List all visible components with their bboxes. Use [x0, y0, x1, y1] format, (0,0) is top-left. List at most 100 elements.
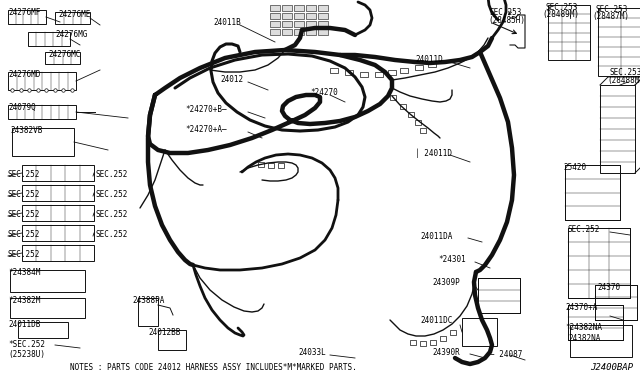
Bar: [10, 298, 85, 318]
Bar: [318, 5, 328, 11]
Text: 24276MC: 24276MC: [48, 50, 81, 59]
Text: (25238U): (25238U): [8, 350, 45, 359]
Bar: [595, 285, 637, 320]
Text: SEC.252: SEC.252: [95, 210, 127, 219]
Text: SEC.252: SEC.252: [8, 190, 40, 199]
Text: SEC.252: SEC.252: [95, 190, 127, 199]
Bar: [428, 62, 436, 67]
Bar: [568, 305, 623, 340]
Text: 24012BB: 24012BB: [148, 328, 180, 337]
Text: (28487M): (28487M): [592, 12, 629, 21]
Bar: [270, 5, 280, 11]
Text: SEC.252: SEC.252: [8, 210, 40, 219]
Bar: [28, 32, 70, 46]
Bar: [282, 5, 292, 11]
Bar: [8, 72, 76, 90]
Bar: [294, 13, 304, 19]
Bar: [318, 13, 328, 19]
Text: SEC.252: SEC.252: [95, 170, 127, 179]
Bar: [360, 72, 368, 77]
Text: 24370: 24370: [597, 283, 620, 292]
Bar: [440, 336, 446, 341]
Text: *24301: *24301: [438, 255, 466, 264]
Bar: [330, 68, 338, 73]
Bar: [8, 105, 76, 119]
Text: SEC.253: SEC.253: [610, 68, 640, 77]
Bar: [22, 245, 94, 261]
Bar: [408, 112, 414, 117]
Bar: [415, 65, 423, 70]
Bar: [598, 8, 640, 76]
Bar: [478, 278, 520, 313]
Text: SEC.253: SEC.253: [596, 5, 628, 14]
Text: SEC.252: SEC.252: [8, 250, 40, 259]
Bar: [306, 13, 316, 19]
Bar: [294, 21, 304, 27]
Bar: [568, 228, 630, 298]
Text: SEC.252: SEC.252: [95, 230, 127, 239]
Bar: [565, 165, 620, 220]
Text: 25420: 25420: [563, 163, 586, 172]
Bar: [565, 165, 620, 220]
Text: SEC.253: SEC.253: [545, 3, 577, 12]
Bar: [600, 85, 635, 173]
Bar: [430, 340, 436, 345]
Text: 24388PA: 24388PA: [132, 296, 164, 305]
Bar: [450, 330, 456, 335]
Bar: [158, 330, 186, 350]
Bar: [294, 29, 304, 35]
Bar: [294, 5, 304, 11]
Text: SEC.252: SEC.252: [8, 170, 40, 179]
Text: *24270+B—: *24270+B—: [185, 105, 227, 114]
Text: │ 24011D: │ 24011D: [415, 148, 452, 157]
Bar: [12, 128, 74, 156]
Text: 24276MF: 24276MF: [8, 8, 40, 17]
Bar: [318, 21, 328, 27]
Text: *24382M: *24382M: [8, 296, 40, 305]
Text: *24270+A—: *24270+A—: [185, 125, 227, 134]
Text: (28489M): (28489M): [542, 10, 579, 19]
Text: *SEC.252: *SEC.252: [8, 340, 45, 349]
Text: 24011DA: 24011DA: [420, 232, 452, 241]
Bar: [400, 68, 408, 73]
Bar: [390, 95, 396, 100]
Text: 24390R: 24390R: [432, 348, 460, 357]
Text: SEC.252: SEC.252: [8, 230, 40, 239]
Bar: [388, 70, 396, 75]
Text: 24276MD: 24276MD: [8, 70, 40, 79]
Bar: [282, 13, 292, 19]
Bar: [258, 162, 264, 167]
Bar: [18, 322, 68, 338]
Bar: [410, 340, 416, 345]
Text: NOTES : PARTS CODE 24012 HARNESS ASSY INCLUDES*M*MARKED PARTS.: NOTES : PARTS CODE 24012 HARNESS ASSY IN…: [70, 363, 356, 372]
Bar: [375, 72, 383, 77]
Bar: [282, 29, 292, 35]
Text: (28485H): (28485H): [488, 16, 525, 25]
Bar: [548, 5, 590, 60]
Text: − 24087: − 24087: [490, 350, 522, 359]
Text: 24309P: 24309P: [432, 278, 460, 287]
Bar: [138, 298, 158, 326]
Text: 24012: 24012: [220, 75, 243, 84]
Text: (28488M): (28488M): [607, 76, 640, 85]
Bar: [306, 29, 316, 35]
Text: 24276MG: 24276MG: [55, 30, 88, 39]
Text: 24011B: 24011B: [213, 18, 241, 27]
Bar: [8, 10, 46, 24]
Bar: [270, 21, 280, 27]
Bar: [22, 205, 94, 221]
Text: *24270: *24270: [310, 88, 338, 97]
Bar: [270, 13, 280, 19]
Text: SEC.253: SEC.253: [490, 8, 522, 17]
Bar: [420, 341, 426, 346]
Bar: [570, 325, 632, 357]
Bar: [10, 270, 85, 292]
Bar: [595, 285, 637, 320]
Text: 24011DB: 24011DB: [8, 320, 40, 329]
Bar: [22, 185, 94, 201]
Bar: [282, 21, 292, 27]
Bar: [568, 228, 630, 298]
Bar: [415, 120, 421, 125]
Text: 24011D: 24011D: [415, 55, 443, 64]
Text: 24370+A: 24370+A: [565, 303, 597, 312]
